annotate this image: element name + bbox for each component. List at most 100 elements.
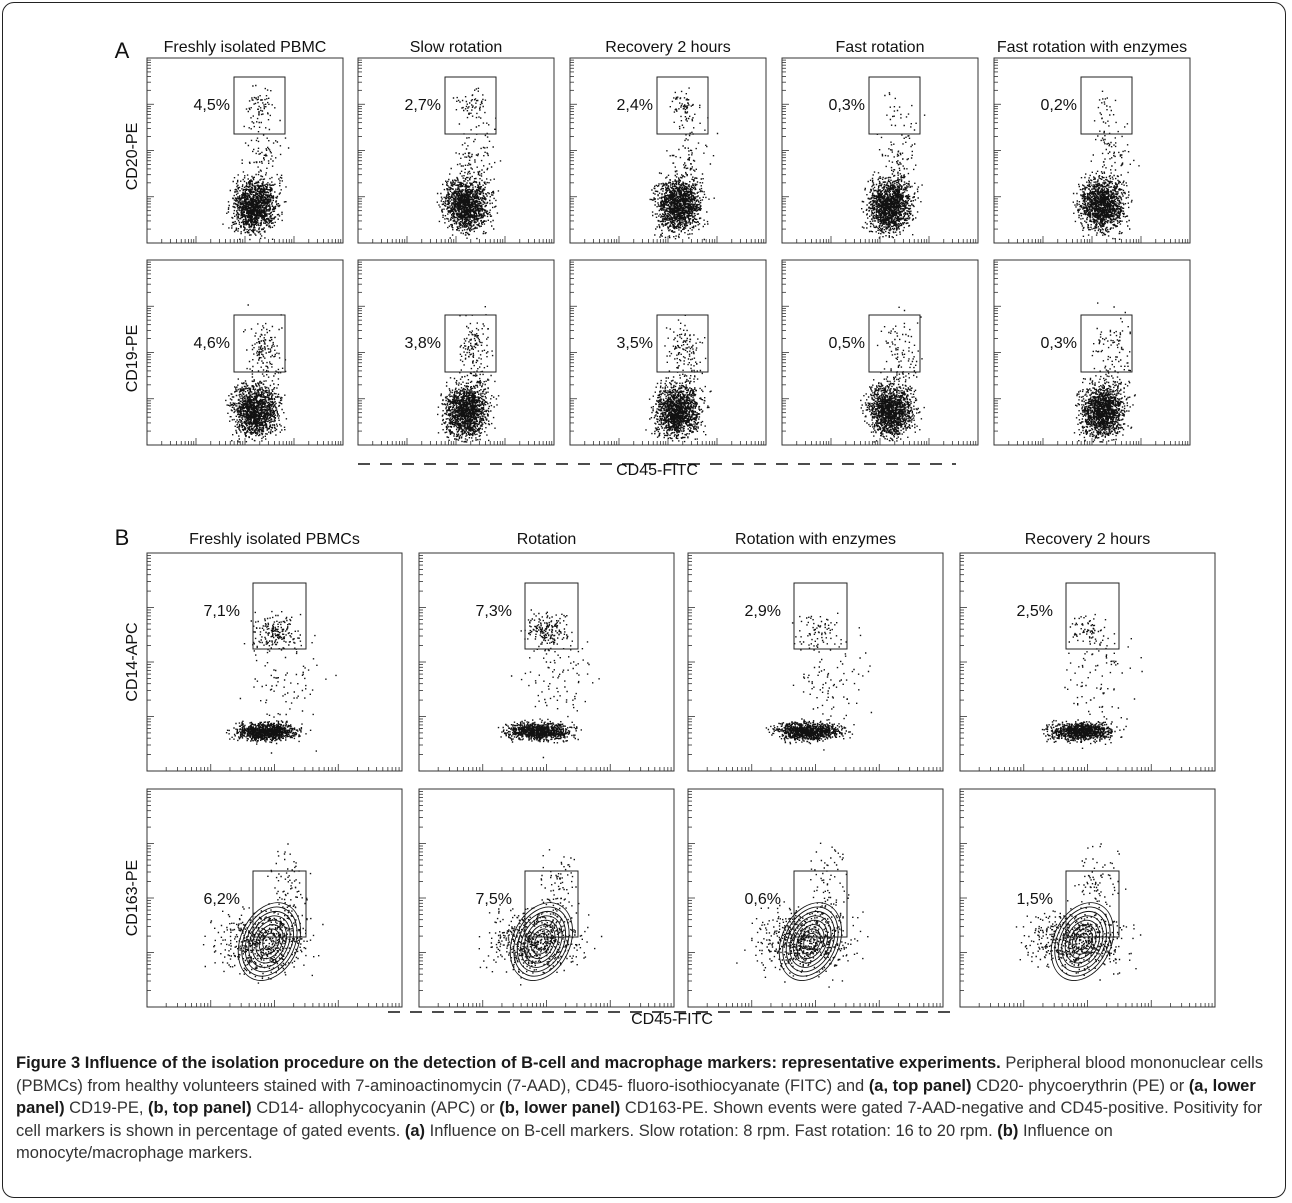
event-dots	[860, 306, 925, 443]
x-axis-label: CD45-FITC	[631, 1011, 713, 1028]
column-title: Fast rotation	[836, 39, 925, 56]
contour-ring	[1054, 906, 1111, 977]
contour-ring	[778, 902, 842, 981]
gate-box	[656, 314, 709, 373]
gate-box	[444, 314, 497, 373]
caption-bold: (b)	[997, 1121, 1019, 1140]
plot-frame	[357, 57, 555, 244]
contour-ring	[258, 928, 281, 955]
contour-ring	[803, 932, 818, 951]
caption-text: CD19-PE,	[64, 1099, 149, 1117]
contour-ring	[513, 906, 570, 977]
event-dots	[1073, 302, 1136, 443]
gate-percentage: 6,2%	[204, 891, 240, 908]
event-dots	[225, 304, 288, 443]
scatter-plot-b: 0,6%	[687, 788, 944, 1008]
plot-frame	[146, 788, 403, 1008]
gate-percentage: 0,3%	[1041, 335, 1077, 352]
caption-bold: (b, lower panel)	[499, 1099, 621, 1117]
contour-ring	[796, 924, 825, 960]
column-title: Rotation	[517, 531, 577, 548]
column-title: Recovery 2 hours	[605, 39, 730, 56]
contour-ring	[799, 928, 822, 955]
gate-box	[1065, 582, 1120, 650]
gate-box	[793, 582, 848, 650]
event-dots	[436, 87, 502, 240]
gate-percentage: 3,5%	[617, 335, 653, 352]
scatter-plot-a: 0,3%	[993, 259, 1191, 446]
contour-ring	[1061, 915, 1104, 968]
gate-box	[1080, 314, 1133, 373]
gate-percentage: 4,5%	[194, 97, 230, 114]
event-dots	[225, 610, 337, 754]
event-dots	[861, 92, 926, 239]
scatter-plot-a: 2,7%	[357, 57, 555, 244]
figure-graphic: A Freshly isolated PBMC Slow rotation Recov…	[115, 38, 1216, 1028]
event-dots	[497, 609, 600, 759]
gate-percentage: 2,9%	[745, 603, 781, 620]
event-dots	[649, 87, 719, 241]
scatter-plot-b: 7,3%	[418, 552, 675, 772]
column-title: Freshly isolated PBMC	[164, 39, 327, 56]
contour-ring	[530, 928, 553, 955]
scatter-plot-b: 2,5%	[959, 552, 1216, 772]
scatter-plot-b: 6,2%	[146, 788, 403, 1008]
gate-box	[524, 870, 579, 938]
caption-title-end: .	[996, 1054, 1001, 1072]
contour-ring	[241, 906, 298, 977]
gate-percentage: 1,5%	[1017, 891, 1053, 908]
panel-letter: A	[115, 38, 130, 63]
gate-percentage: 7,5%	[476, 891, 512, 908]
caption-bold: (a)	[404, 1121, 426, 1140]
gate-box	[233, 314, 286, 373]
scatter-plot-b: 2,9%	[687, 552, 944, 772]
caption-bold: (a, top panel)	[868, 1076, 972, 1095]
contour-ring	[792, 919, 829, 964]
contour-ring	[782, 906, 839, 977]
gate-percentage: 2,4%	[617, 97, 653, 114]
caption-bold: (a, lower panel)	[16, 1076, 1256, 1118]
scatter-plot-a: 2,4%	[569, 57, 767, 244]
contour-ring	[523, 919, 560, 964]
contour-ring	[251, 919, 288, 964]
plot-frame	[687, 788, 944, 1008]
scatter-plot-a: 4,6%	[146, 259, 344, 446]
contour-ring	[1064, 919, 1101, 964]
scatter-plot-a: 0,2%	[993, 57, 1191, 244]
y-axis-label: CD19-PE	[124, 325, 141, 393]
gate-box	[252, 582, 307, 650]
contour-ring	[1050, 902, 1114, 981]
contour-ring	[527, 924, 556, 960]
gate-percentage: 7,1%	[204, 603, 240, 620]
caption-text: CD20- phycoerythrin (PE) or	[971, 1076, 1189, 1095]
scatter-plot-a: 0,3%	[781, 57, 979, 244]
contour-ring	[244, 911, 294, 973]
gate-percentage: 0,3%	[829, 97, 865, 114]
caption-text: Influence on B-cell markers. Slow rotati…	[425, 1121, 998, 1140]
gate-box	[868, 76, 921, 135]
figure-caption: Figure 3 Influence of the isolation proc…	[16, 1052, 1278, 1165]
contour-ring	[1068, 924, 1097, 960]
caption-bold: (b, top panel)	[148, 1099, 252, 1117]
caption-text: Peripheral blood mononuclear cells (PBMC…	[16, 1054, 1264, 1095]
caption-text: CD14- allophycocyanin (APC) or	[251, 1099, 500, 1117]
gate-box	[1065, 870, 1120, 938]
gate-percentage: 2,7%	[405, 97, 441, 114]
gate-box	[233, 76, 286, 135]
contour-ring	[248, 915, 291, 968]
gate-percentage: 0,5%	[829, 335, 865, 352]
event-dots	[222, 84, 290, 241]
scatter-plot-a: 3,8%	[357, 259, 555, 446]
contour-ring	[534, 932, 549, 951]
contour-ring	[516, 911, 566, 973]
contour-ring	[237, 902, 301, 981]
gate-box	[524, 582, 579, 650]
scatter-plot-a: 0,5%	[781, 259, 979, 446]
contour-ring	[262, 932, 277, 951]
contour-ring	[1075, 932, 1090, 951]
scatter-plot-b: 7,5%	[418, 788, 675, 1008]
column-title: Recovery 2 hours	[1025, 531, 1150, 548]
gate-percentage: 0,6%	[745, 891, 781, 908]
event-dots	[1072, 90, 1140, 240]
y-axis-label: CD163-PE	[124, 860, 141, 936]
